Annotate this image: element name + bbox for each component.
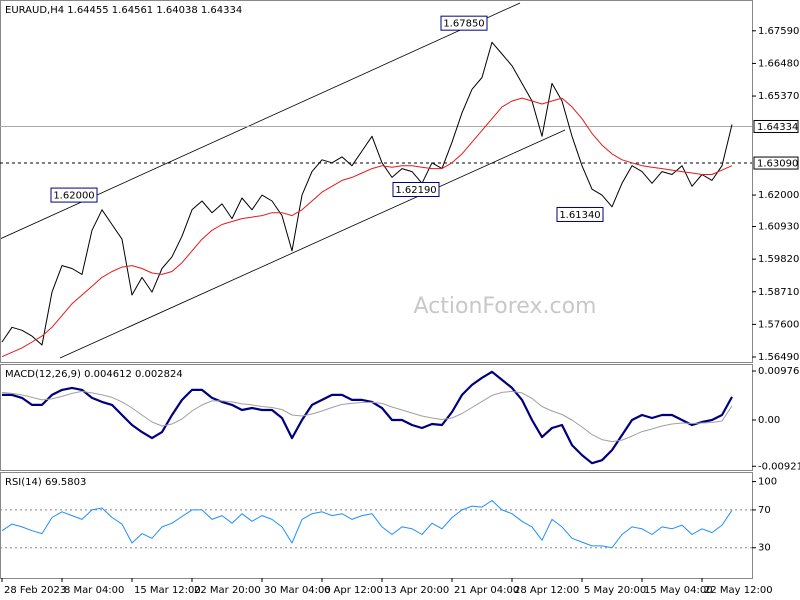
x-tick-label: 28 Apr 12:00 <box>514 585 579 596</box>
pane-frame <box>0 364 753 471</box>
x-tick-label: 6 Apr 12:00 <box>324 585 383 596</box>
annotation-label: 1.61340 <box>559 210 600 221</box>
price-line-label: 1.64334 <box>757 122 798 133</box>
x-tick-label: 8 Mar 04:00 <box>64 585 124 596</box>
pane-title: MACD(12,26,9) 0.004612 0.002824 <box>5 369 183 380</box>
y-tick-label: 1.65370 <box>758 91 799 102</box>
annotation-box <box>50 187 98 203</box>
y-tick-label: 1.57600 <box>758 319 799 330</box>
x-tick-label: 21 Apr 04:00 <box>454 585 519 596</box>
y-tick-label: 30 <box>758 543 771 554</box>
pane-title: EURAUD,H4 1.64455 1.64561 1.64038 1.6433… <box>5 5 242 16</box>
x-tick-label: 15 Mar 12:00 <box>134 585 201 596</box>
y-tick-label: 1.62000 <box>758 190 799 201</box>
annotation-label: 1.67850 <box>443 19 484 30</box>
channel-lower <box>59 129 566 359</box>
y-tick-label: 1.66480 <box>758 58 799 69</box>
x-tick-label: 22 May 12:00 <box>704 585 773 596</box>
series-line <box>1 41 733 346</box>
y-tick-label: 1.60930 <box>758 222 799 233</box>
price-line-box <box>753 156 799 170</box>
pane-frame <box>0 0 753 363</box>
series-line <box>1 500 733 549</box>
annotation-box <box>392 181 440 197</box>
x-tick-label: 13 Apr 20:00 <box>384 585 449 596</box>
price-line-label: 1.63090 <box>757 159 798 170</box>
x-tick-label: 30 Mar 04:00 <box>264 585 331 596</box>
price-line-box <box>753 119 799 133</box>
x-tick-label: 28 Feb 2023 <box>4 585 66 596</box>
y-tick-label: 1.56490 <box>758 352 799 363</box>
y-tick-label: 1.59820 <box>758 254 799 265</box>
x-tick-label: 5 May 20:00 <box>584 585 646 596</box>
y-tick-label: 1.67590 <box>758 26 799 37</box>
pane-frame <box>0 472 753 579</box>
watermark: ActionForex.com <box>414 294 597 319</box>
annotation-box <box>556 206 604 222</box>
x-tick-label: 15 May 04:00 <box>644 585 713 596</box>
series-line <box>1 390 733 443</box>
annotation-label: 1.62000 <box>53 191 94 202</box>
annotation-box <box>440 15 488 31</box>
y-tick-label: 70 <box>758 505 771 516</box>
annotation-label: 1.62190 <box>395 185 436 196</box>
y-tick-label: 1.58710 <box>758 287 799 298</box>
y-tick-label: 0.009761 <box>758 366 800 377</box>
pane-title: RSI(14) 69.5803 <box>5 477 86 488</box>
y-tick-label: 100 <box>758 477 777 488</box>
y-tick-label: -0.009216 <box>758 461 800 472</box>
series-line <box>1 97 733 358</box>
series-line <box>2 370 733 465</box>
y-tick-label: 0.00 <box>758 415 780 426</box>
x-tick-label: 22 Mar 20:00 <box>194 585 261 596</box>
